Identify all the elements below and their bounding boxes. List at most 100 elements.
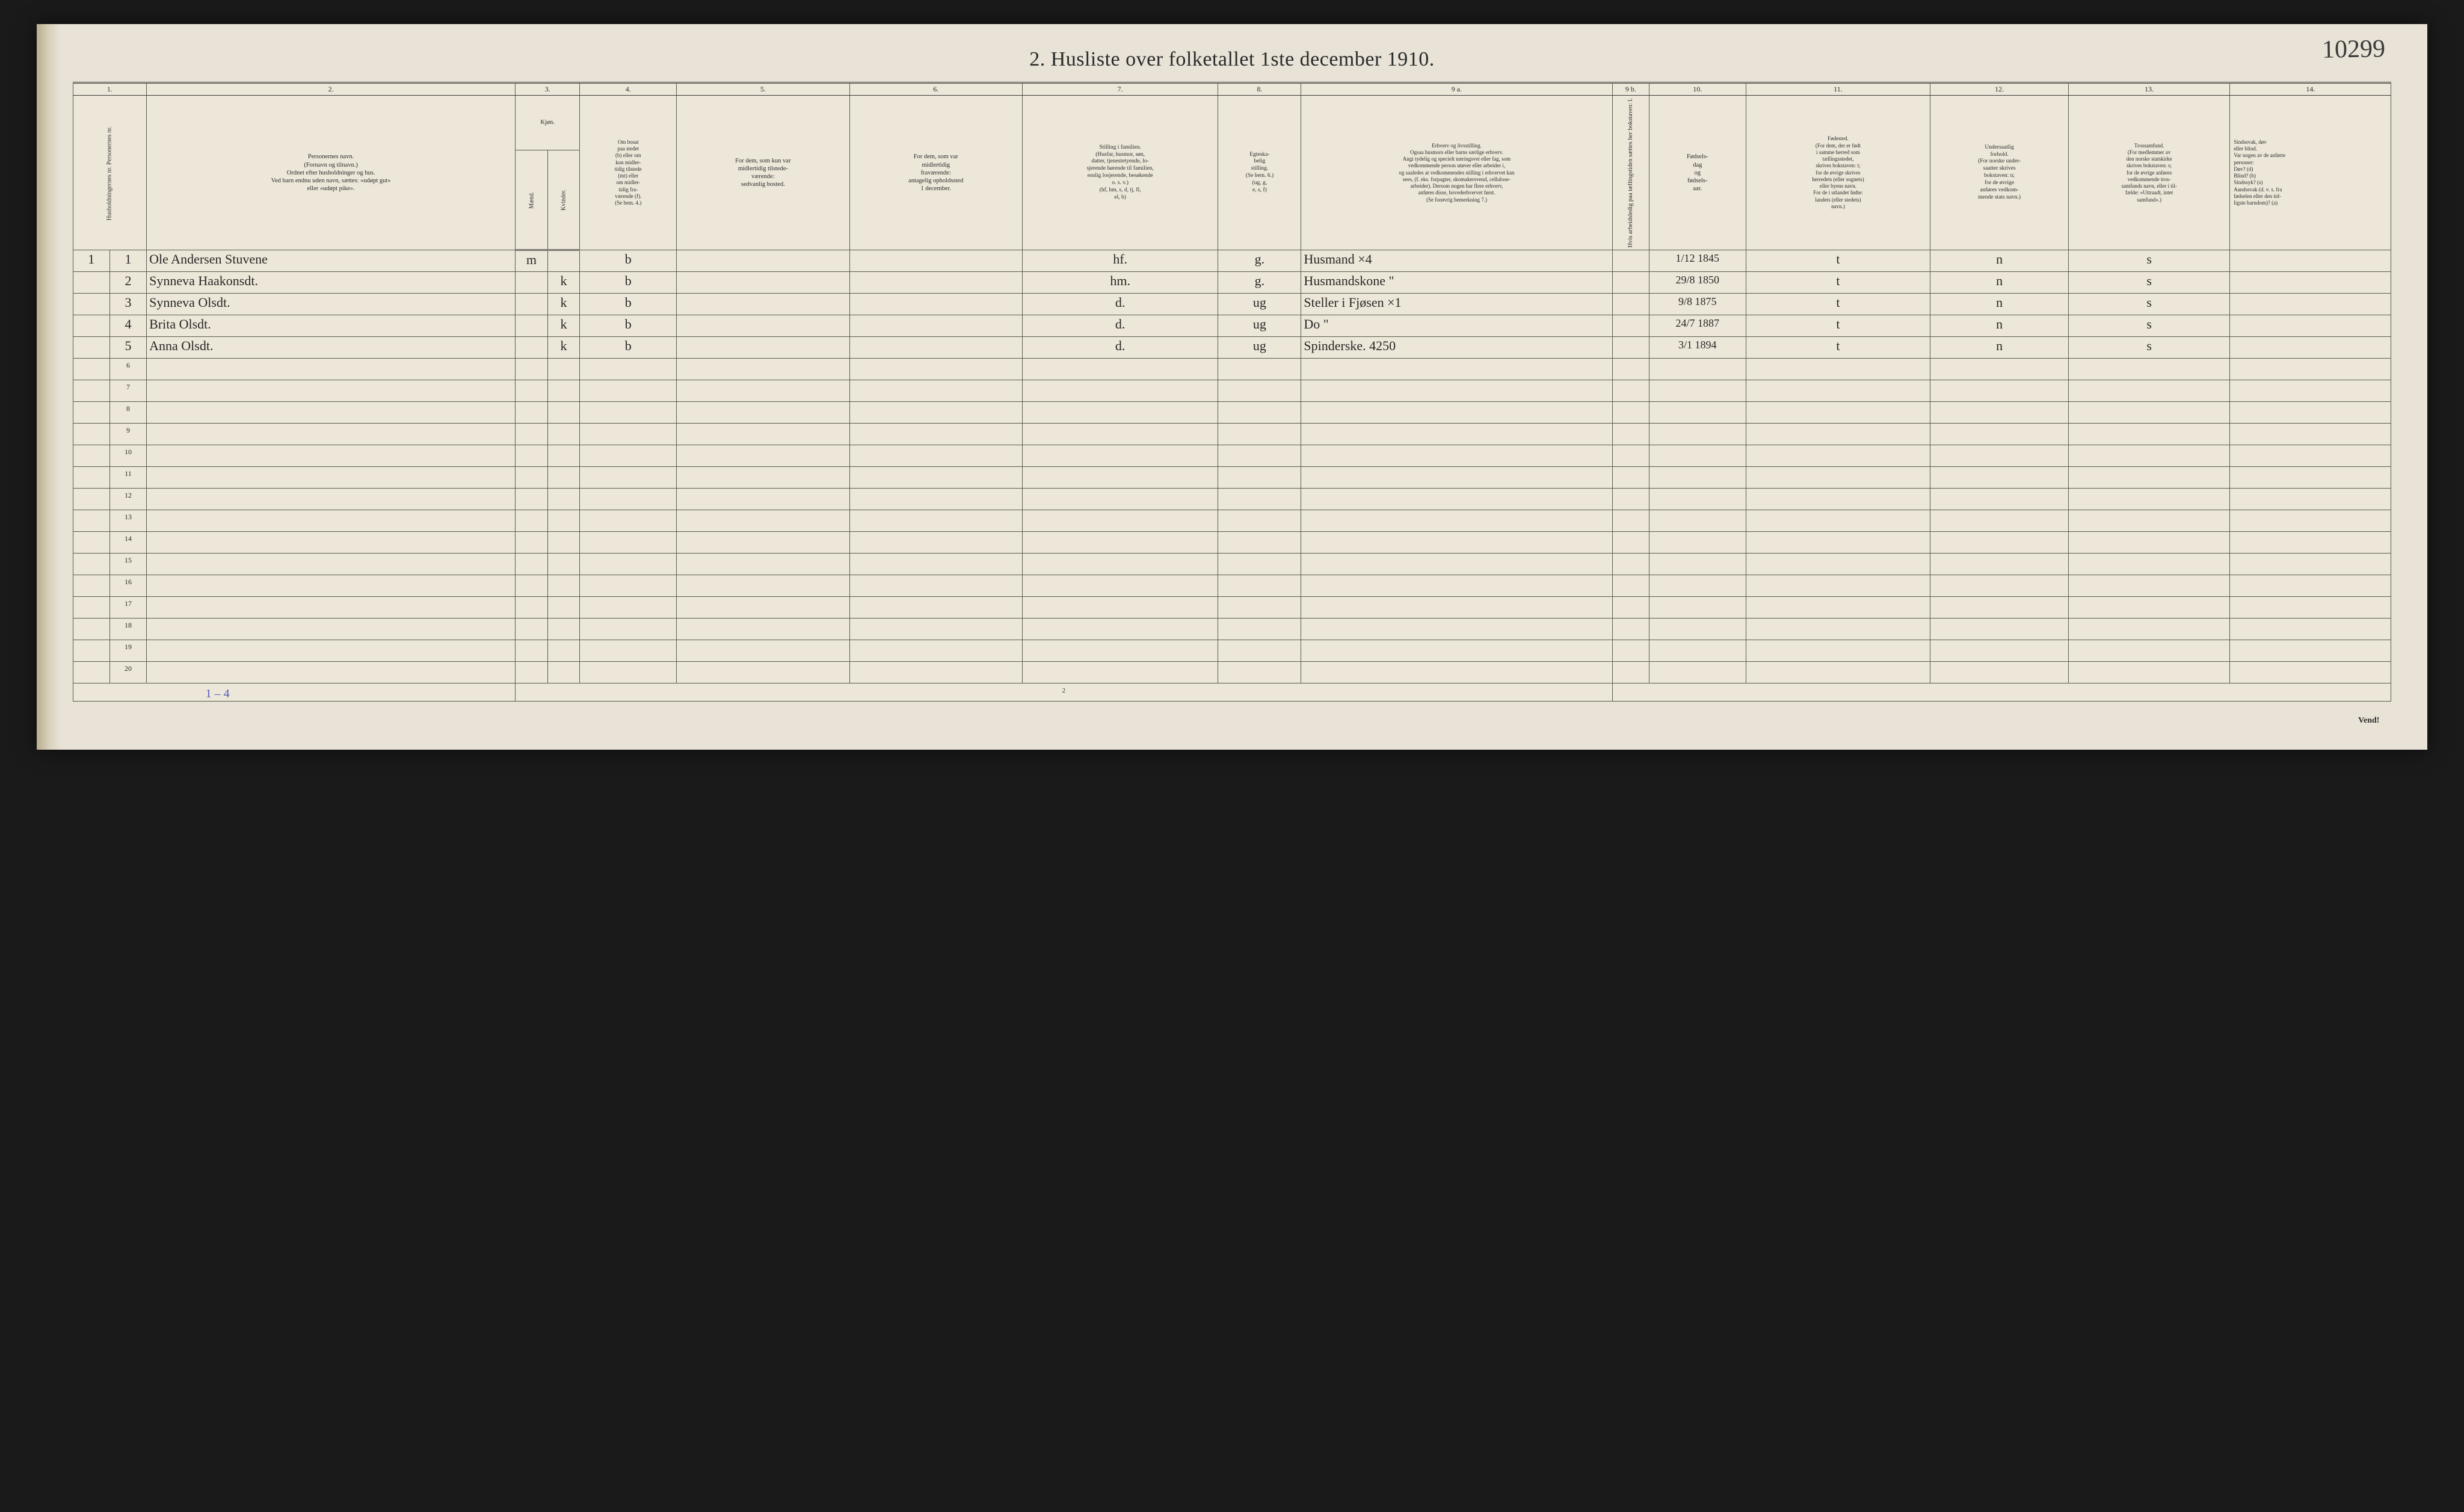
cell-sex-k: k xyxy=(547,315,580,337)
census-page: 10299 2. Husliste over folketallet 1ste … xyxy=(37,24,2428,750)
cell-bosat: b xyxy=(580,294,677,315)
cell-c5 xyxy=(677,250,849,272)
cell-pn: 2 xyxy=(109,272,146,294)
header-10: Fødsels- dag og fødsels- aar. xyxy=(1649,96,1746,250)
colnum-13: 13. xyxy=(2069,83,2230,96)
cell-sex-m: m xyxy=(516,250,548,272)
cell-erhverv: Spinderske. 4250 xyxy=(1301,337,1612,359)
cell-hh xyxy=(73,337,109,359)
cell-bosat: b xyxy=(580,272,677,294)
table-row: 5Anna Olsdt.kbd.ugSpinderske. 42503/1 18… xyxy=(73,337,2391,359)
cell-sex-m xyxy=(516,315,548,337)
table-row: 10 xyxy=(73,445,2391,467)
colnum-14: 14. xyxy=(2230,83,2391,96)
cell-erhverv: Husmandskone " xyxy=(1301,272,1612,294)
header-4: Om bosat paa stedet (b) eller om kun mid… xyxy=(580,96,677,250)
table-row: 8 xyxy=(73,402,2391,424)
colnum-11: 11. xyxy=(1746,83,1930,96)
table-row: 19 xyxy=(73,640,2391,662)
cell-stilling: d. xyxy=(1022,337,1218,359)
table-row: 9 xyxy=(73,424,2391,445)
cell-pn: 3 xyxy=(109,294,146,315)
colnum-8: 8. xyxy=(1218,83,1301,96)
cell-tros: s xyxy=(2069,294,2230,315)
cell-sex-m xyxy=(516,294,548,315)
cell-sex-m xyxy=(516,337,548,359)
cell-c6 xyxy=(849,250,1022,272)
cell-pn: 9 xyxy=(109,424,146,445)
cell-under: n xyxy=(1930,272,2069,294)
table-row: 17 xyxy=(73,597,2391,619)
header-7: Stilling i familien. (Husfar, husmor, sø… xyxy=(1022,96,1218,250)
cell-erhverv: Steller i Fjøsen ×1 xyxy=(1301,294,1612,315)
cell-c9b xyxy=(1612,294,1649,315)
table-row: 14 xyxy=(73,532,2391,554)
cell-c5 xyxy=(677,337,849,359)
cell-tros: s xyxy=(2069,272,2230,294)
cell-c14 xyxy=(2230,337,2391,359)
table-row: 15 xyxy=(73,554,2391,575)
cell-tros: s xyxy=(2069,337,2230,359)
page-title: 2. Husliste over folketallet 1ste decemb… xyxy=(73,48,2392,71)
cell-hh xyxy=(73,294,109,315)
header-11: Fødested. (For dem, der er født i samme … xyxy=(1746,96,1930,250)
cell-pn: 8 xyxy=(109,402,146,424)
column-number-row: 1. 2. 3. 4. 5. 6. 7. 8. 9 a. 9 b. 10. 11… xyxy=(73,83,2391,96)
table-row: 4Brita Olsdt.kbd.ugDo "24/7 1887tns xyxy=(73,315,2391,337)
cell-c5 xyxy=(677,294,849,315)
cell-pn: 16 xyxy=(109,575,146,597)
cell-stilling: hm. xyxy=(1022,272,1218,294)
cell-fodested: t xyxy=(1746,337,1930,359)
table-row: 7 xyxy=(73,380,2391,402)
cell-pn: 14 xyxy=(109,532,146,554)
cell-erhverv: Husmand ×4 xyxy=(1301,250,1612,272)
colnum-9b: 9 b. xyxy=(1612,83,1649,96)
colnum-9a: 9 a. xyxy=(1301,83,1612,96)
header-8: Egteska- belig stilling. (Se bem. 6.) (u… xyxy=(1218,96,1301,250)
header-9b: Hvis arbeidsledig paa tællingstiden sætt… xyxy=(1612,96,1649,250)
cell-c6 xyxy=(849,315,1022,337)
cell-c9b xyxy=(1612,315,1649,337)
colnum-4: 4. xyxy=(580,83,677,96)
cell-fod: 9/8 1875 xyxy=(1649,294,1746,315)
table-row: 6 xyxy=(73,359,2391,380)
table-row: 18 xyxy=(73,619,2391,640)
header-14: Sindssvak, døv eller blind. Var nogen av… xyxy=(2230,96,2391,250)
header-row-main: Husholdningernes nr. Personernes nr. Per… xyxy=(73,96,2391,150)
table-row: 20 xyxy=(73,662,2391,683)
header-3: Kjøn. xyxy=(516,96,580,150)
table-row: 16 xyxy=(73,575,2391,597)
table-header: 1. 2. 3. 4. 5. 6. 7. 8. 9 a. 9 b. 10. 11… xyxy=(73,83,2391,250)
cell-erhverv: Do " xyxy=(1301,315,1612,337)
cell-pn: 20 xyxy=(109,662,146,683)
cell-name: Synneva Olsdt. xyxy=(147,294,516,315)
footer-page-number: 2 xyxy=(516,683,1612,702)
cell-c5 xyxy=(677,272,849,294)
colnum-3: 3. xyxy=(516,83,580,96)
cell-name: Ole Andersen Stuvene xyxy=(147,250,516,272)
table-row: 11Ole Andersen Stuvenembhf.g.Husmand ×41… xyxy=(73,250,2391,272)
cell-fodested: t xyxy=(1746,294,1930,315)
header-12: Undersaatlig forhold. (For norske under-… xyxy=(1930,96,2069,250)
cell-egte: g. xyxy=(1218,272,1301,294)
cell-fod: 29/8 1850 xyxy=(1649,272,1746,294)
cell-hh xyxy=(73,272,109,294)
cell-pn: 1 xyxy=(109,250,146,272)
cell-fodested: t xyxy=(1746,272,1930,294)
cell-hh: 1 xyxy=(73,250,109,272)
table-row: 3Synneva Olsdt.kbd.ugSteller i Fjøsen ×1… xyxy=(73,294,2391,315)
cell-under: n xyxy=(1930,337,2069,359)
cell-name: Anna Olsdt. xyxy=(147,337,516,359)
cell-pn: 10 xyxy=(109,445,146,467)
cell-c6 xyxy=(849,294,1022,315)
cell-fodested: t xyxy=(1746,315,1930,337)
table-row: 2Synneva Haakonsdt.kbhm.g.Husmandskone "… xyxy=(73,272,2391,294)
cell-bosat: b xyxy=(580,250,677,272)
colnum-12: 12. xyxy=(1930,83,2069,96)
cell-bosat: b xyxy=(580,315,677,337)
colnum-5: 5. xyxy=(677,83,849,96)
footer-annotation: 1 – 4 xyxy=(73,683,516,702)
cell-c9b xyxy=(1612,250,1649,272)
table-row: 12 xyxy=(73,489,2391,510)
header-1: Husholdningernes nr. Personernes nr. xyxy=(73,96,147,250)
